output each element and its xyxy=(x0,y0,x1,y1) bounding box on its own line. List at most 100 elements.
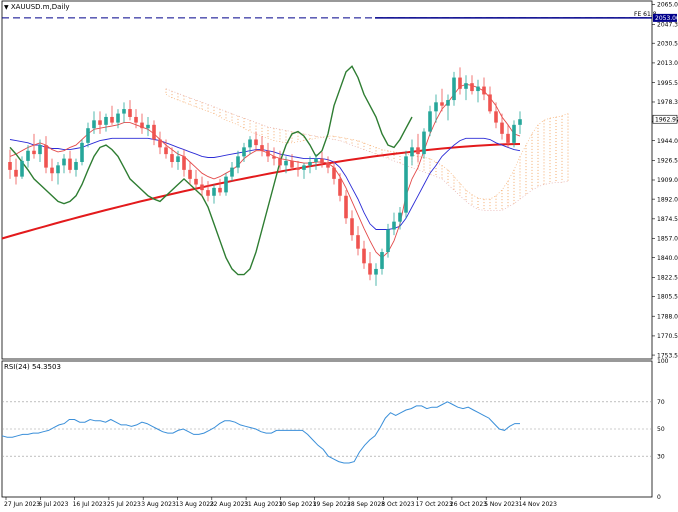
price-tick-label: 1995.50 xyxy=(657,80,678,87)
candle-body xyxy=(32,150,36,155)
date-tick-label: 3 Aug 2023 xyxy=(141,501,176,508)
candle-body xyxy=(74,161,78,170)
date-tick-label: 28 Sep 2023 xyxy=(347,501,385,508)
date-tick-label: 31 Aug 2023 xyxy=(244,501,283,508)
candle-body xyxy=(266,150,270,157)
candle-body xyxy=(80,142,84,162)
candle-body xyxy=(128,109,132,117)
candle-body xyxy=(284,160,288,166)
axes: 2065.00 2047.30 2030.50 2013.00 1995.50 1978.… xyxy=(4,2,678,508)
candle-body xyxy=(416,147,420,155)
price-tick-label: 1874.50 xyxy=(657,216,678,223)
candle-body xyxy=(260,145,264,151)
dropdown-triangle-icon[interactable]: ▼ xyxy=(4,4,9,11)
candle-body xyxy=(428,111,432,132)
candle-body xyxy=(104,116,108,125)
candle-body xyxy=(344,195,348,219)
candle-body xyxy=(506,133,510,143)
candle-body xyxy=(446,100,450,106)
date-tick-label: 17 Oct 2023 xyxy=(416,501,453,508)
candle-body xyxy=(206,190,210,196)
rsi-title: RSI(24) 54.3503 xyxy=(4,363,61,371)
candle-body xyxy=(362,248,366,264)
date-tick-label: 25 Jul 2023 xyxy=(107,501,141,508)
fibo-price-box xyxy=(653,13,677,22)
price-tick-label: 1788.00 xyxy=(657,313,678,320)
date-tick-label: 13 Aug 2023 xyxy=(176,501,215,508)
price-tick-label: 1770.50 xyxy=(657,333,678,340)
main-panel-frame xyxy=(1,0,653,360)
candle-body xyxy=(326,163,330,168)
candle-body xyxy=(314,158,318,162)
symbol-title: XAUUSD.m,Daily xyxy=(10,3,70,11)
sma200-line xyxy=(1,143,521,240)
candle-body xyxy=(518,119,522,125)
candle-body xyxy=(98,120,102,125)
price-tick-label: 1822.50 xyxy=(657,275,678,282)
chart-frame xyxy=(1,0,653,498)
price-tick-label: 1857.00 xyxy=(657,236,678,243)
candle-body xyxy=(452,77,456,101)
candle-body xyxy=(116,113,120,123)
candle-body xyxy=(56,165,60,174)
price-tick-label: 1892.00 xyxy=(657,196,678,203)
candle-body xyxy=(62,158,66,166)
candle-body xyxy=(170,154,174,162)
date-tick-label: 19 Sep 2023 xyxy=(313,501,351,508)
date-tick-label: 8 Oct 2023 xyxy=(381,501,414,508)
rsi-tick-label: 30 xyxy=(657,453,665,460)
candle-body xyxy=(398,212,402,222)
rsi-tick-label: 50 xyxy=(657,426,665,433)
candle-body xyxy=(248,139,252,148)
candle-body xyxy=(122,109,126,114)
candle-body xyxy=(368,263,372,275)
candle-body xyxy=(8,161,12,170)
date-tick-label: 27 Jun 2023 xyxy=(4,501,40,508)
rsi-line xyxy=(1,401,520,464)
candle-body xyxy=(374,268,378,275)
candle-body xyxy=(332,167,336,179)
rsi-tick-label: 100 xyxy=(657,358,669,365)
candle-body xyxy=(458,77,462,89)
tenkan-sen-line xyxy=(9,83,521,259)
date-tick-label: 16 Jul 2023 xyxy=(73,501,107,508)
rsi-header: RSI(24) 54.3503 xyxy=(4,363,61,371)
candle-body xyxy=(242,147,246,157)
candle-body xyxy=(392,221,396,230)
candle-body xyxy=(272,156,276,159)
rsi-tick-label: 0 xyxy=(657,494,661,501)
candle-body xyxy=(134,116,138,123)
candle-body xyxy=(500,122,504,134)
candle-body xyxy=(512,124,516,143)
candle-body xyxy=(434,102,438,112)
candle-body xyxy=(14,169,18,177)
senkou-span-a xyxy=(165,94,569,200)
date-tick-label: 10 Sep 2023 xyxy=(278,501,316,508)
candle-body xyxy=(236,156,240,168)
current-price-label: 1962.97 xyxy=(655,116,678,123)
candle-body xyxy=(146,124,150,129)
candle-body xyxy=(350,218,354,236)
rsi-panel: 100 70 50 30 0 xyxy=(1,358,669,501)
price-tick-label: 1909.00 xyxy=(657,177,678,184)
price-tick-label: 1753.50 xyxy=(657,352,678,359)
date-tick-label: 26 Oct 2023 xyxy=(450,501,487,508)
candle-body xyxy=(254,139,258,146)
ichimoku-cloud xyxy=(165,88,569,211)
candle-body xyxy=(440,102,444,106)
candle-body xyxy=(410,147,414,157)
price-tick-label: 1978.30 xyxy=(657,99,678,106)
candle-body xyxy=(380,252,384,269)
candle-body xyxy=(308,161,312,166)
candle-body xyxy=(200,184,204,191)
candle-body xyxy=(182,156,186,170)
candle-body xyxy=(494,111,498,123)
candle-body xyxy=(320,158,324,164)
candle-body xyxy=(20,160,24,177)
candlesticks xyxy=(8,67,522,286)
price-tick-label: 2030.50 xyxy=(657,40,678,47)
kijun-sen-line xyxy=(9,137,521,230)
candle-body xyxy=(158,139,162,148)
candle-body xyxy=(302,165,306,170)
